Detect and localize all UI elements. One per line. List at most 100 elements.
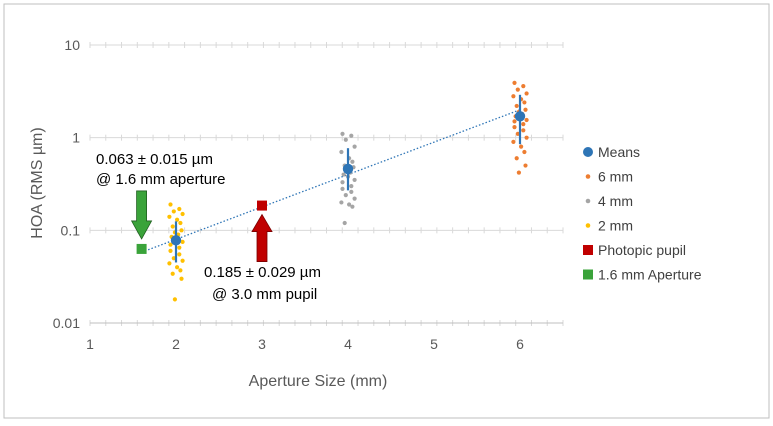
y-tick-label-3: 10	[64, 37, 80, 53]
legend: Means 6 mm 4 mm 2 mm Photopic pupil 1.6 mm Ap…	[583, 144, 702, 283]
point-6-mm-23	[514, 156, 519, 161]
point-4-mm-11	[341, 172, 346, 177]
point-2-mm-21	[175, 265, 180, 270]
point-4-mm-3	[352, 144, 357, 149]
green-annotation-line2: @ 1.6 mm aperture	[96, 171, 225, 188]
point-6-mm-6	[522, 100, 527, 105]
x-tick-label-2: 3	[258, 336, 266, 352]
point-2-mm-7	[170, 224, 175, 229]
point-2-mm-18	[171, 256, 176, 261]
point-4-mm-19	[352, 196, 357, 201]
point-4-mm-16	[340, 186, 345, 191]
point-6-mm-21	[519, 144, 524, 149]
trendline-layer	[141, 109, 521, 253]
y-tick-label-1: 0.1	[61, 222, 81, 238]
point-2-mm-25	[172, 297, 177, 302]
axis-layer: 0.01 0.1 1 10 1 2 3 4 5 6	[53, 37, 563, 352]
point-2-mm-16	[168, 248, 173, 253]
point-4-mm-20	[339, 200, 344, 205]
y-axis-title: HOA (RMS µm)	[29, 127, 46, 238]
point-6-mm-25	[516, 170, 522, 175]
x-tick-label-1: 2	[172, 336, 180, 352]
point-2-mm-17	[177, 252, 182, 257]
y-tick-label-2: 1	[72, 130, 80, 146]
point-6-mm-18	[515, 131, 520, 136]
red-arrow	[251, 213, 273, 262]
point-2-mm-19	[180, 258, 185, 263]
point-4-mm-1	[349, 133, 354, 138]
aperture-1-6mm-marker	[136, 243, 147, 254]
point-2-mm-13	[180, 239, 185, 245]
point-2-mm-6	[178, 220, 183, 226]
point-4-mm-4	[339, 149, 344, 155]
point-2-mm-23	[170, 271, 175, 276]
legend-label-1-6-mm-aperture: 1.6 mm Aperture	[598, 267, 702, 283]
y-tick-label-0: 0.01	[53, 315, 80, 331]
legend-marker-6-mm	[585, 174, 591, 179]
point-4-mm-2	[343, 137, 348, 142]
point-4-mm-14	[340, 180, 345, 185]
x-tick-label-3: 4	[344, 336, 352, 352]
point-2-mm-8	[179, 228, 184, 233]
annotation-layer: 0.063 ± 0.015 µm @ 1.6 mm aperture 0.185…	[96, 151, 321, 303]
point-2-mm-5	[175, 217, 180, 222]
mean-point-0	[170, 235, 182, 246]
legend-marker-photopic-pupil	[583, 245, 593, 255]
point-2-mm-22	[178, 268, 183, 273]
point-6-mm-4	[511, 94, 516, 99]
point-6-mm-16	[512, 125, 517, 130]
point-4-mm-22	[350, 204, 355, 209]
legend-marker-1-6-mm-aperture	[583, 269, 593, 280]
point-6-mm-17	[521, 128, 526, 133]
point-6-mm-3	[524, 91, 529, 96]
point-6-mm-7	[514, 103, 519, 109]
red-annotation-line1: 0.185 ± 0.029 µm	[204, 264, 321, 281]
point-4-mm-23	[342, 220, 347, 226]
red-annotation-line2: @ 3.0 mm pupil	[212, 286, 317, 303]
x-tick-label-0: 1	[86, 336, 94, 352]
point-2-mm-0	[168, 202, 173, 207]
x-tick-label-5: 6	[516, 336, 524, 352]
point-6-mm-22	[522, 149, 527, 155]
mean-point-1	[342, 163, 354, 175]
x-tick-label-4: 5	[430, 336, 438, 352]
arrow-layer	[130, 190, 273, 262]
point-6-mm-2	[515, 87, 520, 92]
point-2-mm-3	[180, 211, 185, 217]
chart-frame	[3, 3, 770, 419]
point-4-mm-17	[349, 189, 354, 194]
point-4-mm-18	[343, 193, 348, 198]
point-4-mm-21	[347, 202, 352, 207]
x-axis-title: Aperture Size (mm)	[249, 373, 388, 390]
point-6-mm-8	[523, 107, 528, 112]
point-2-mm-20	[167, 261, 172, 266]
mean-point-2	[514, 111, 526, 122]
point-2-mm-4	[167, 214, 172, 219]
photopic-pupil-marker	[257, 200, 267, 211]
point-4-mm-13	[352, 177, 357, 183]
point-4-mm-15	[349, 184, 354, 189]
legend-marker-4-mm	[585, 198, 591, 204]
point-4-mm-0	[340, 131, 345, 136]
point-layer	[136, 80, 529, 302]
point-2-mm-24	[179, 276, 184, 281]
point-6-mm-13	[524, 117, 529, 123]
legend-label-2-mm: 2 mm	[598, 218, 633, 234]
point-6-mm-19	[524, 135, 529, 140]
point-2-mm-14	[168, 242, 173, 247]
point-6-mm-1	[521, 84, 526, 89]
green-annotation-line1: 0.063 ± 0.015 µm	[96, 151, 213, 168]
legend-marker-2-mm	[585, 223, 591, 228]
point-6-mm-24	[523, 163, 528, 168]
point-2-mm-1	[177, 206, 182, 212]
trendline	[141, 109, 521, 253]
legend-label-4-mm: 4 mm	[598, 193, 633, 209]
green-arrow	[130, 190, 153, 240]
legend-marker-means	[583, 147, 593, 157]
point-6-mm-20	[511, 139, 516, 145]
point-6-mm-14	[512, 119, 517, 124]
point-4-mm-6	[350, 159, 355, 164]
legend-label-means: Means	[598, 144, 640, 160]
